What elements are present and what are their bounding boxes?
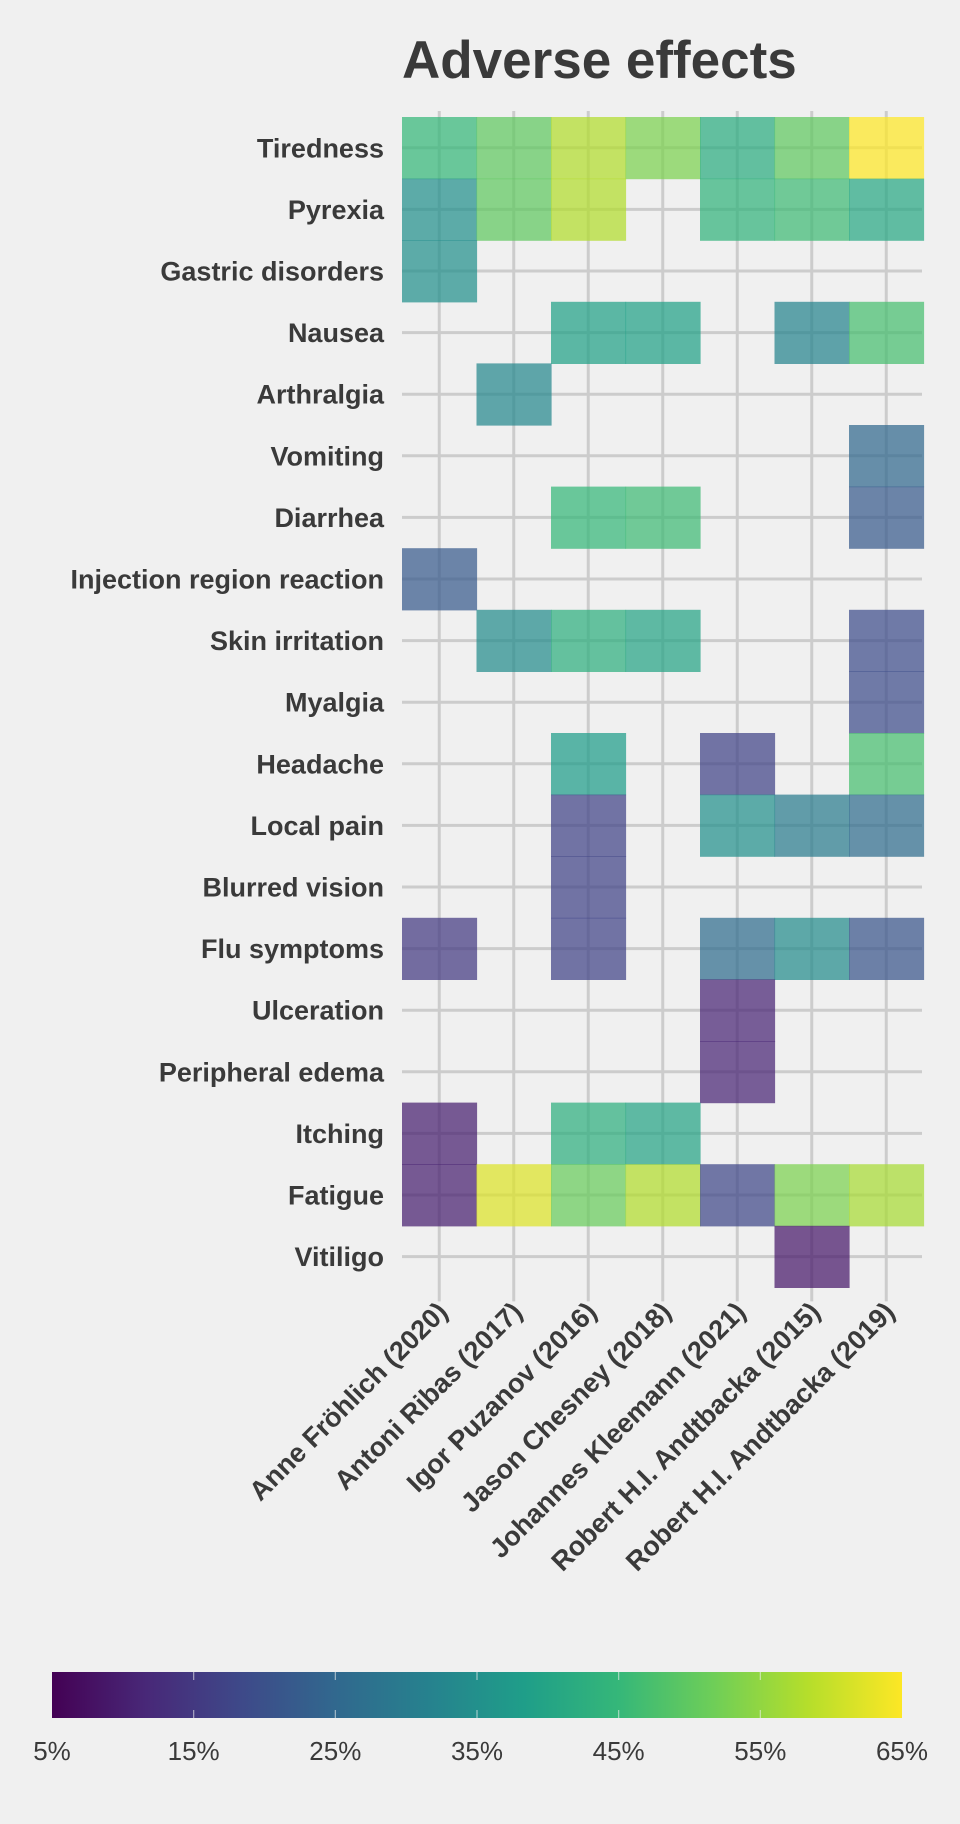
heatmap-cell xyxy=(849,178,925,241)
heatmap-cell xyxy=(774,794,850,857)
row-label: Flu symptoms xyxy=(201,934,384,964)
heatmap-cell xyxy=(402,117,478,180)
heatmap-cells xyxy=(402,117,925,1288)
heatmap-cell xyxy=(774,1225,850,1288)
row-label: Peripheral edema xyxy=(159,1057,385,1087)
heatmap-cell xyxy=(402,240,478,303)
heatmap-cell xyxy=(849,117,925,180)
heatmap-cell xyxy=(402,178,478,241)
heatmap-cell xyxy=(551,609,627,672)
heatmap-cell xyxy=(700,117,776,180)
heatmap-cell xyxy=(551,178,627,241)
heatmap-cell xyxy=(849,486,925,549)
heatmap-cell xyxy=(551,1102,627,1165)
heatmap-cell xyxy=(774,301,850,364)
heatmap-cell xyxy=(625,609,701,672)
heatmap-cell xyxy=(625,486,701,549)
heatmap-cell xyxy=(625,1164,701,1227)
row-label: Myalgia xyxy=(285,688,385,718)
heatmap-cell xyxy=(551,1164,627,1227)
heatmap-cell xyxy=(774,117,850,180)
heatmap-cell xyxy=(551,856,627,919)
column-label: Robert H.I. Andtbacka (2019) xyxy=(620,1296,900,1576)
colorbar-tick-label: 55% xyxy=(734,1736,786,1766)
row-label: Skin irritation xyxy=(210,626,384,656)
row-label: Pyrexia xyxy=(288,195,385,225)
row-label: Itching xyxy=(296,1119,385,1149)
heatmap-cell xyxy=(402,917,478,980)
colorbar-tick-label: 25% xyxy=(309,1736,361,1766)
heatmap-cell xyxy=(551,486,627,549)
heatmap-cell xyxy=(402,548,478,611)
heatmap-cell xyxy=(402,1102,478,1165)
row-label: Arthralgia xyxy=(256,380,385,410)
colorbar-tick-label: 35% xyxy=(451,1736,503,1766)
row-label: Vomiting xyxy=(271,441,384,471)
heatmap-cell xyxy=(476,363,552,426)
heatmap-cell xyxy=(551,794,627,857)
heatmap-cell xyxy=(849,609,925,672)
heatmap-cell xyxy=(774,1164,850,1227)
row-label: Tiredness xyxy=(257,133,384,163)
colorbar-tick-label: 5% xyxy=(33,1736,71,1766)
heatmap-cell xyxy=(849,301,925,364)
colorbar-tick-label: 65% xyxy=(876,1736,928,1766)
heatmap-cell xyxy=(476,1164,552,1227)
row-labels: Tiredness Pyrexia Gastric disorders Nausea A… xyxy=(70,133,385,1272)
heatmap-cell xyxy=(849,794,925,857)
heatmap-cell xyxy=(625,117,701,180)
heatmap-cell xyxy=(476,117,552,180)
row-label: Blurred vision xyxy=(202,873,384,903)
row-label: Fatigue xyxy=(288,1181,384,1211)
heatmap-cell xyxy=(476,609,552,672)
heatmap-cell xyxy=(700,178,776,241)
heatmap-cell xyxy=(625,1102,701,1165)
heatmap-cell xyxy=(700,794,776,857)
row-label: Ulceration xyxy=(252,996,384,1026)
heatmap-cell xyxy=(551,117,627,180)
row-label: Vitiligo xyxy=(294,1242,384,1272)
row-label: Gastric disorders xyxy=(160,257,384,287)
heatmap-cell xyxy=(849,917,925,980)
chart-title: Adverse effects xyxy=(402,31,797,90)
heatmap-cell xyxy=(774,917,850,980)
row-label: Nausea xyxy=(288,318,385,348)
heatmap-cell xyxy=(700,1041,776,1104)
heatmap-cell xyxy=(402,1164,478,1227)
heatmap-cell xyxy=(774,178,850,241)
colorbar: 5% 15% 25% 35% 45% 55% 65% xyxy=(33,1672,928,1766)
heatmap-cell xyxy=(849,1164,925,1227)
heatmap-cell xyxy=(551,733,627,796)
row-label: Injection region reaction xyxy=(70,565,384,595)
heatmap-cell xyxy=(551,301,627,364)
heatmap-cell xyxy=(625,301,701,364)
heatmap-cell xyxy=(849,733,925,796)
heatmap-cell xyxy=(700,733,776,796)
heatmap-cell xyxy=(476,178,552,241)
heatmap-cell xyxy=(849,425,925,488)
column-labels: Anne Fröhlich (2020)Antoni Ribas (2017)I… xyxy=(243,1296,900,1576)
colorbar-tick-label: 45% xyxy=(593,1736,645,1766)
heatmap-cell xyxy=(700,979,776,1042)
row-label: Headache xyxy=(256,749,384,779)
heatmap-cell xyxy=(551,917,627,980)
row-label: Local pain xyxy=(250,811,384,841)
colorbar-tick-label: 15% xyxy=(168,1736,220,1766)
row-label: Diarrhea xyxy=(274,503,385,533)
column-label: Robert H.I. Andtbacka (2015) xyxy=(546,1296,826,1576)
heatmap-cell xyxy=(700,1164,776,1227)
heatmap-cell xyxy=(849,671,925,734)
heatmap-cell xyxy=(700,917,776,980)
